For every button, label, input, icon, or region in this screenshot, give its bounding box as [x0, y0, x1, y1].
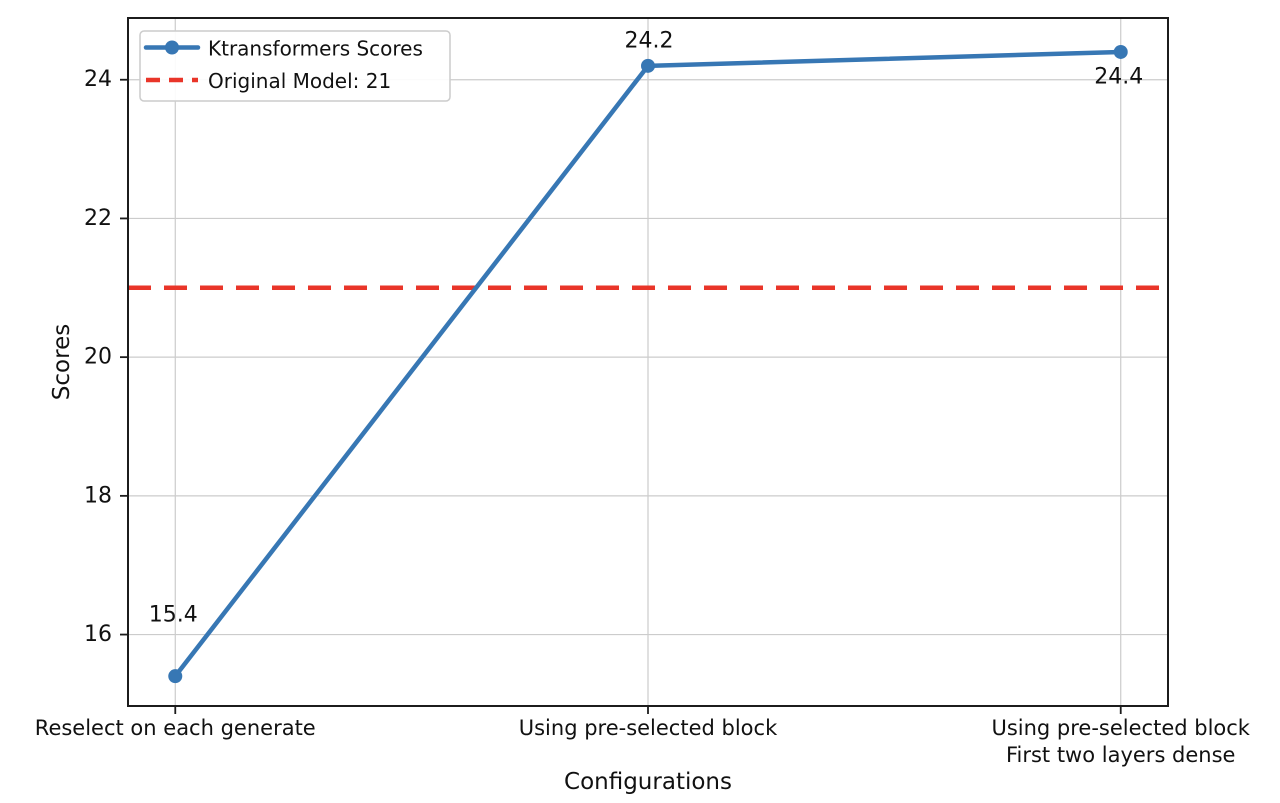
x-tick-label: Reselect on each generate — [35, 716, 316, 740]
legend-label: Ktransformers Scores — [208, 37, 423, 61]
point-label: 24.4 — [1094, 64, 1143, 89]
x-axis-label: Configurations — [564, 769, 732, 795]
y-axis-label: Scores — [49, 324, 75, 400]
y-tick-label: 20 — [84, 345, 112, 370]
x-tick-label: Using pre-selected block — [519, 716, 778, 740]
y-tick-label: 16 — [84, 622, 112, 647]
legend-marker-icon — [165, 40, 179, 55]
data-point-marker — [641, 58, 655, 73]
x-tick-label: First two layers dense — [1006, 743, 1236, 767]
data-point-marker — [1113, 44, 1128, 59]
y-tick-label: 18 — [84, 483, 112, 508]
x-tick-label: Using pre-selected block — [991, 716, 1250, 740]
legend: Ktransformers Scores Original Model: 21 — [139, 30, 451, 102]
data-point-marker — [168, 669, 183, 684]
y-tick-label: 22 — [84, 206, 112, 231]
point-label: 15.4 — [149, 603, 198, 628]
point-label: 24.2 — [625, 28, 674, 53]
y-tick-label: 24 — [84, 67, 112, 92]
legend-label: Original Model: 21 — [208, 69, 391, 93]
legend-box — [139, 30, 451, 102]
grid — [128, 18, 1168, 706]
